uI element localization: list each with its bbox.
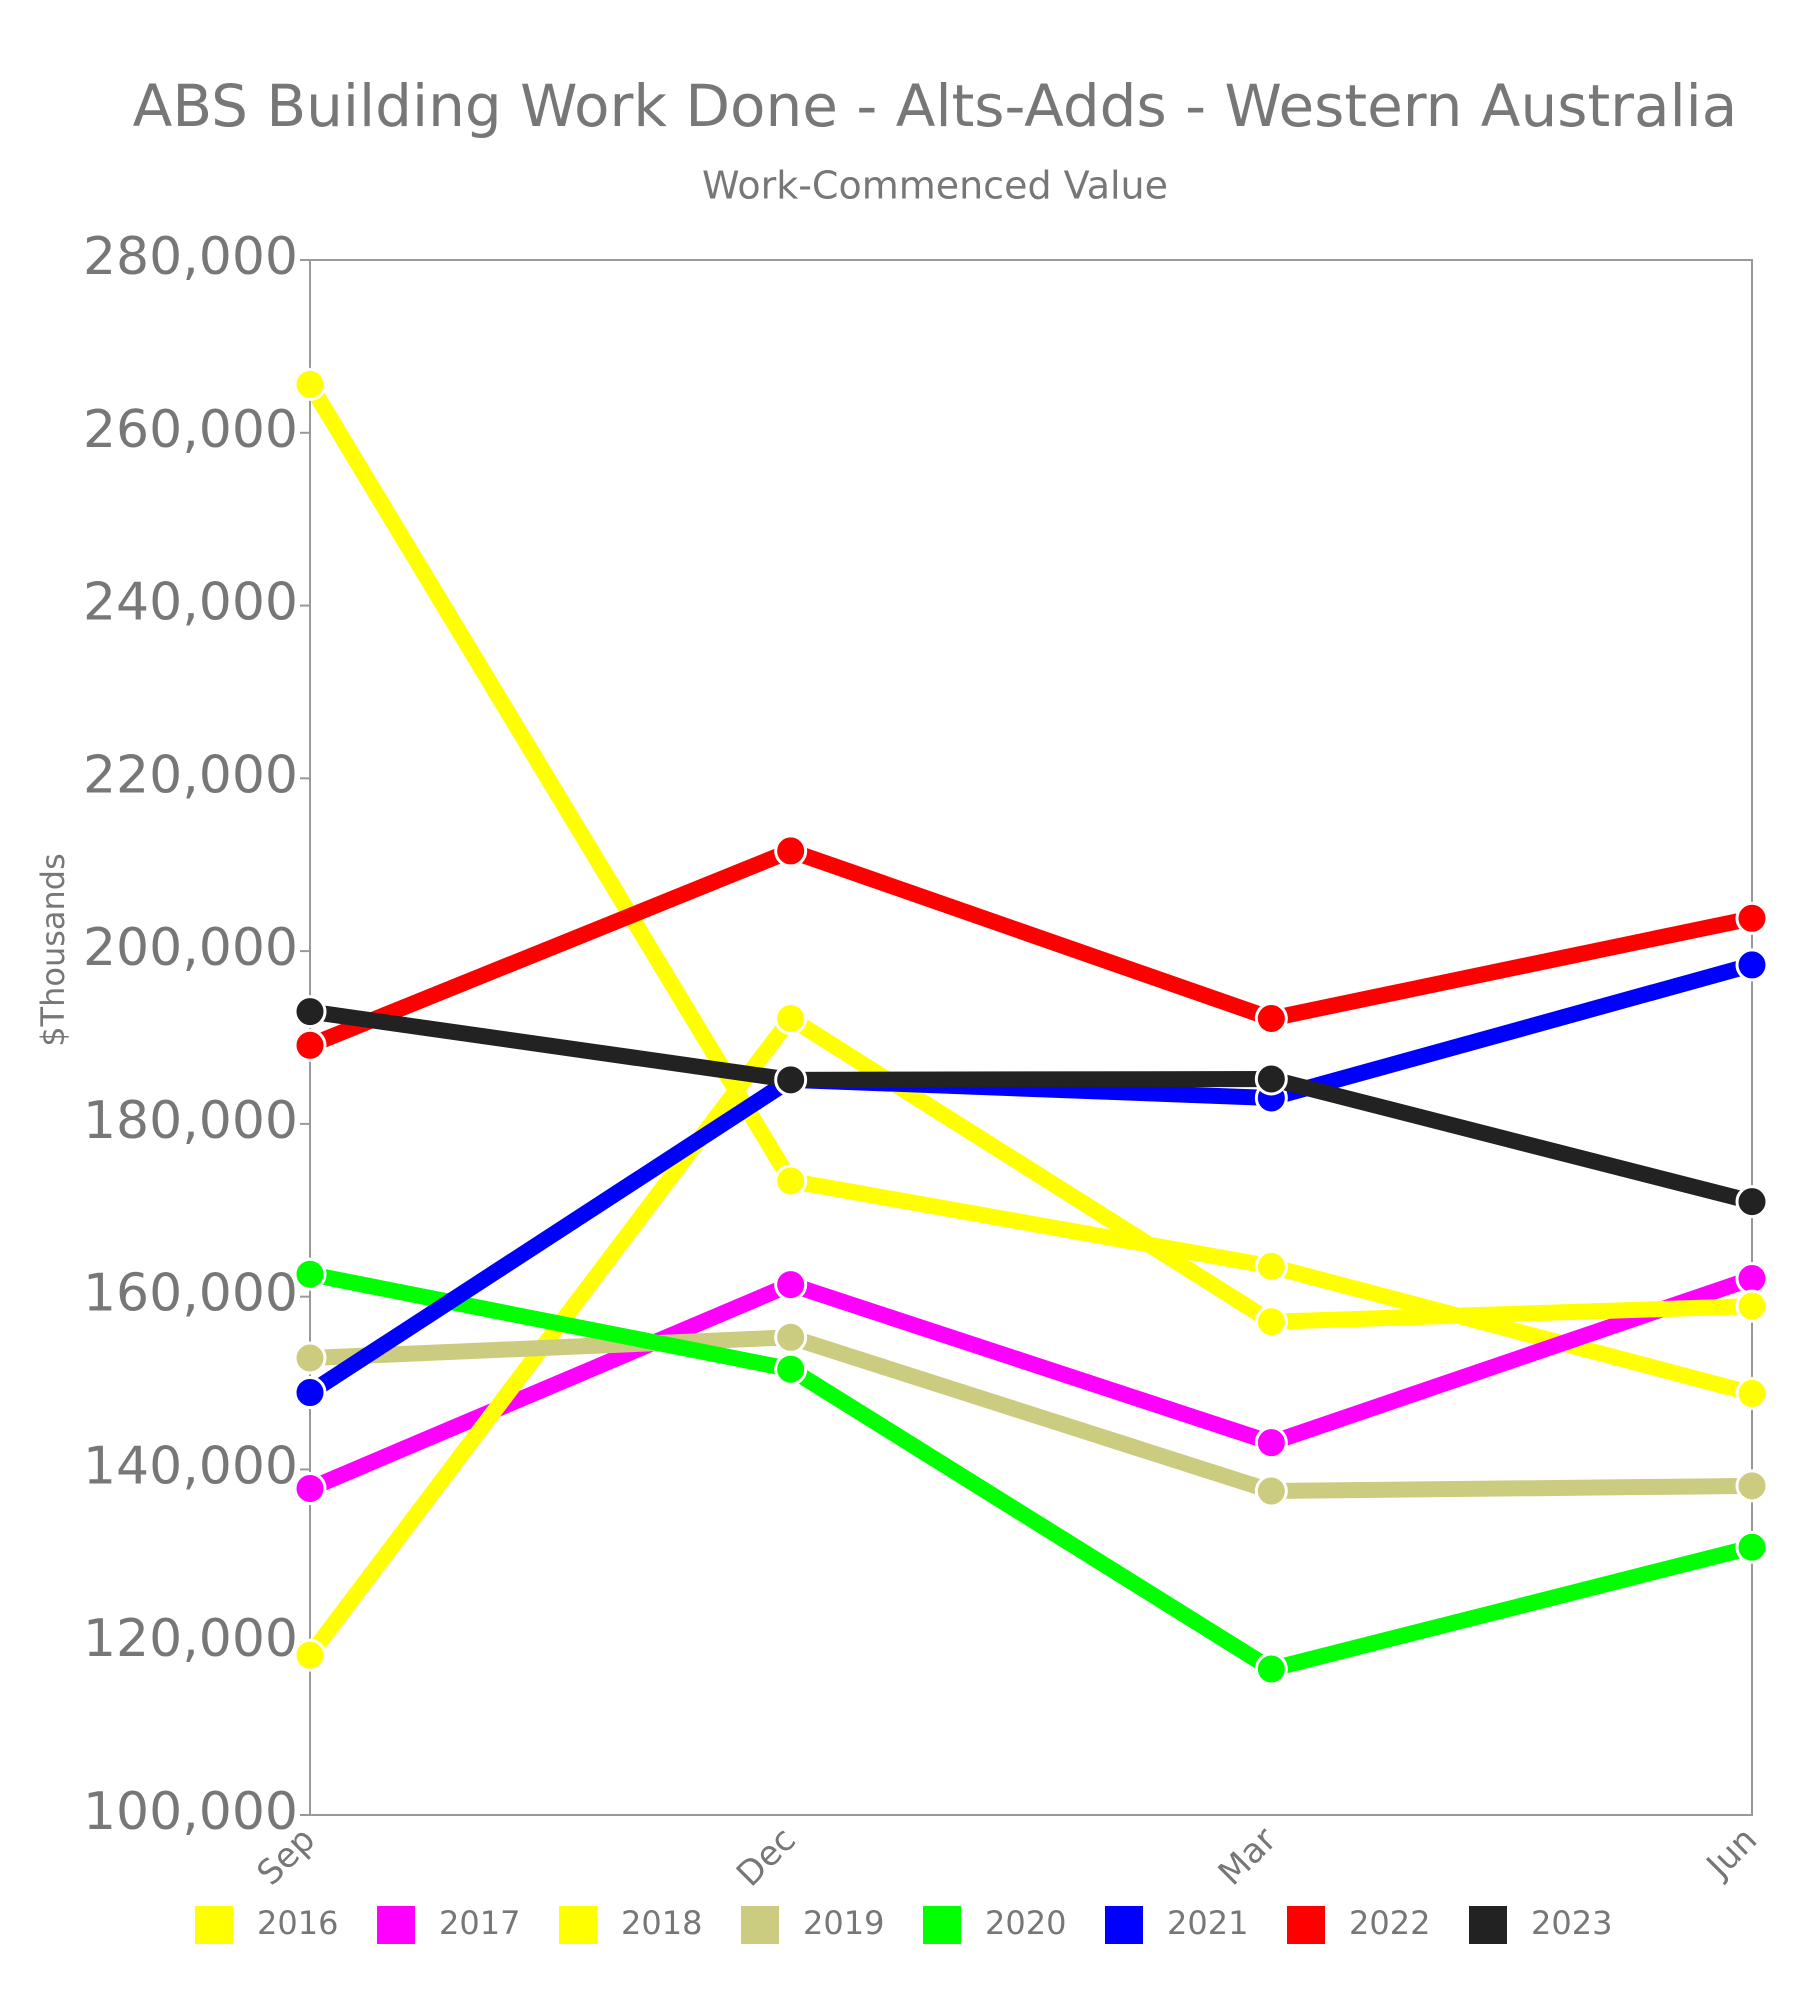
y-tick-label: 100,000 bbox=[83, 1782, 298, 1842]
point bbox=[1735, 948, 1769, 982]
legend-label: 2019 bbox=[803, 1904, 884, 1942]
legend-swatch bbox=[559, 1906, 597, 1944]
legend-label: 2020 bbox=[985, 1904, 1066, 1942]
point bbox=[774, 1164, 808, 1198]
y-tick-label: 180,000 bbox=[83, 1091, 298, 1151]
point bbox=[1735, 1469, 1769, 1503]
series-line bbox=[303, 1010, 1753, 1661]
point bbox=[293, 1028, 327, 1062]
series-line bbox=[303, 380, 1755, 1402]
point bbox=[293, 367, 327, 401]
legend-label: 2023 bbox=[1531, 1904, 1612, 1942]
y-tick-label: 240,000 bbox=[83, 573, 298, 633]
point bbox=[293, 1638, 327, 1672]
x-tick-label: Jun bbox=[1698, 1820, 1765, 1887]
legend-swatch bbox=[923, 1906, 961, 1944]
legend-label: 2018 bbox=[621, 1904, 702, 1942]
point bbox=[774, 1001, 808, 1035]
y-tick-label: 280,000 bbox=[83, 227, 298, 287]
legend-swatch bbox=[1105, 1906, 1143, 1944]
y-tick-label: 260,000 bbox=[83, 400, 298, 460]
legend-swatch bbox=[1469, 1906, 1507, 1944]
series-line bbox=[308, 1003, 1754, 1210]
legend-label: 2016 bbox=[257, 1904, 338, 1942]
point bbox=[1254, 1305, 1288, 1339]
x-tick-label: Mar bbox=[1211, 1820, 1285, 1894]
legend-label: 2022 bbox=[1349, 1904, 1430, 1942]
y-tick-label: 160,000 bbox=[83, 1264, 298, 1324]
point bbox=[1254, 1001, 1288, 1035]
point bbox=[774, 1063, 808, 1097]
series-line bbox=[309, 1329, 1753, 1500]
point bbox=[1735, 901, 1769, 935]
series-line bbox=[307, 842, 1754, 1053]
y-axis-label: $Thousands bbox=[34, 853, 72, 1047]
legend-swatch bbox=[195, 1906, 233, 1944]
point bbox=[293, 995, 327, 1029]
legend-label: 2021 bbox=[1167, 1904, 1248, 1942]
legend-label: 2017 bbox=[439, 1904, 520, 1942]
point bbox=[1735, 1262, 1769, 1296]
point bbox=[774, 1352, 808, 1386]
point bbox=[1735, 1376, 1769, 1410]
point bbox=[774, 834, 808, 868]
y-tick-label: 200,000 bbox=[83, 918, 298, 978]
y-tick-label: 220,000 bbox=[83, 745, 298, 805]
series-line bbox=[305, 957, 1755, 1400]
point bbox=[1254, 1652, 1288, 1686]
point bbox=[1735, 1530, 1769, 1564]
point bbox=[1254, 1474, 1288, 1508]
point bbox=[293, 1376, 327, 1410]
point bbox=[293, 1257, 327, 1291]
y-tick-label: 120,000 bbox=[83, 1609, 298, 1669]
legend-swatch bbox=[741, 1906, 779, 1944]
x-tick-label: Dec bbox=[729, 1820, 804, 1895]
point bbox=[1735, 1185, 1769, 1219]
chart-subtitle: Work-Commenced Value bbox=[702, 164, 1168, 208]
point bbox=[293, 1341, 327, 1375]
series-line bbox=[306, 1270, 1755, 1496]
y-tick-label: 140,000 bbox=[83, 1436, 298, 1496]
point bbox=[774, 1268, 808, 1302]
chart-title: ABS Building Work Done - Alts-Adds - Wes… bbox=[133, 72, 1738, 140]
point bbox=[1254, 1062, 1288, 1096]
point bbox=[293, 1471, 327, 1505]
point bbox=[774, 1320, 808, 1354]
series-line bbox=[308, 1266, 1754, 1677]
point bbox=[1254, 1426, 1288, 1460]
legend-swatch bbox=[1287, 1906, 1325, 1944]
point bbox=[1735, 1289, 1769, 1323]
point bbox=[1254, 1249, 1288, 1283]
legend-swatch bbox=[377, 1906, 415, 1944]
